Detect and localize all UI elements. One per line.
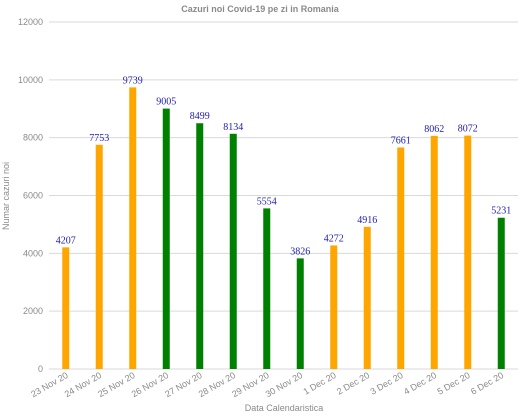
y-tick-label: 10000 (18, 75, 43, 85)
x-axis-label: Data Calendaristica (245, 403, 324, 413)
data-label: 8499 (190, 111, 210, 122)
data-label: 7661 (391, 135, 411, 146)
data-label: 4207 (56, 235, 76, 246)
x-tick-label: 25 Nov 20 (96, 370, 137, 399)
bar (296, 258, 304, 369)
data-label: 4272 (324, 233, 344, 244)
data-label: 4916 (357, 215, 377, 226)
gridlines (49, 21, 518, 370)
bar (263, 208, 271, 369)
y-tick-label: 6000 (23, 191, 43, 201)
x-tick-label: 29 Nov 20 (230, 370, 271, 399)
y-axis-ticks: 0 2000 4000 6000 8000 10000 12000 (18, 17, 43, 374)
y-tick-label: 12000 (18, 17, 43, 27)
y-axis-label: Numar cazuri noi (1, 162, 11, 230)
bar (196, 123, 204, 370)
bar (497, 217, 505, 369)
bar (363, 226, 371, 369)
bar (430, 135, 438, 369)
data-label: 9739 (123, 75, 143, 86)
x-tick-label: 1 Dec 20 (302, 370, 338, 397)
bar (464, 135, 472, 369)
bar (229, 133, 237, 369)
x-tick-label: 27 Nov 20 (163, 370, 204, 399)
x-tick-label: 28 Nov 20 (197, 370, 238, 399)
bar (129, 87, 137, 369)
data-label: 8134 (223, 122, 243, 133)
data-label: 5554 (257, 196, 277, 207)
x-tick-label: 4 Dec 20 (402, 370, 438, 397)
bar (330, 245, 338, 369)
x-tick-label: 3 Dec 20 (369, 370, 405, 397)
data-label: 7753 (89, 133, 109, 144)
y-tick-label: 4000 (23, 248, 43, 258)
data-label: 5231 (491, 206, 511, 217)
y-tick-label: 8000 (23, 133, 43, 143)
x-tick-label: 5 Dec 20 (436, 370, 472, 397)
data-label: 3826 (290, 246, 310, 257)
y-tick-label: 0 (38, 364, 43, 374)
data-label: 8072 (458, 124, 478, 135)
x-tick-label: 2 Dec 20 (335, 370, 371, 397)
x-tick-label: 26 Nov 20 (130, 370, 171, 399)
data-label: 9005 (156, 97, 176, 108)
bars (62, 87, 505, 370)
x-tick-label: 24 Nov 20 (63, 370, 104, 399)
x-tick-label: 23 Nov 20 (29, 370, 70, 399)
x-tick-label: 30 Nov 20 (264, 370, 305, 399)
data-label: 8062 (424, 124, 444, 135)
bar (95, 144, 103, 369)
chart-title: Cazuri noi Covid-19 pe zi in Romania (181, 4, 340, 14)
bar (62, 247, 70, 369)
bar (162, 108, 170, 370)
y-tick-label: 2000 (23, 306, 43, 316)
x-tick-label: 6 Dec 20 (469, 370, 505, 397)
bar (397, 147, 405, 369)
data-labels: 4207 7753 9739 9005 8499 8134 5554 3826 4272 4916… (56, 75, 512, 257)
